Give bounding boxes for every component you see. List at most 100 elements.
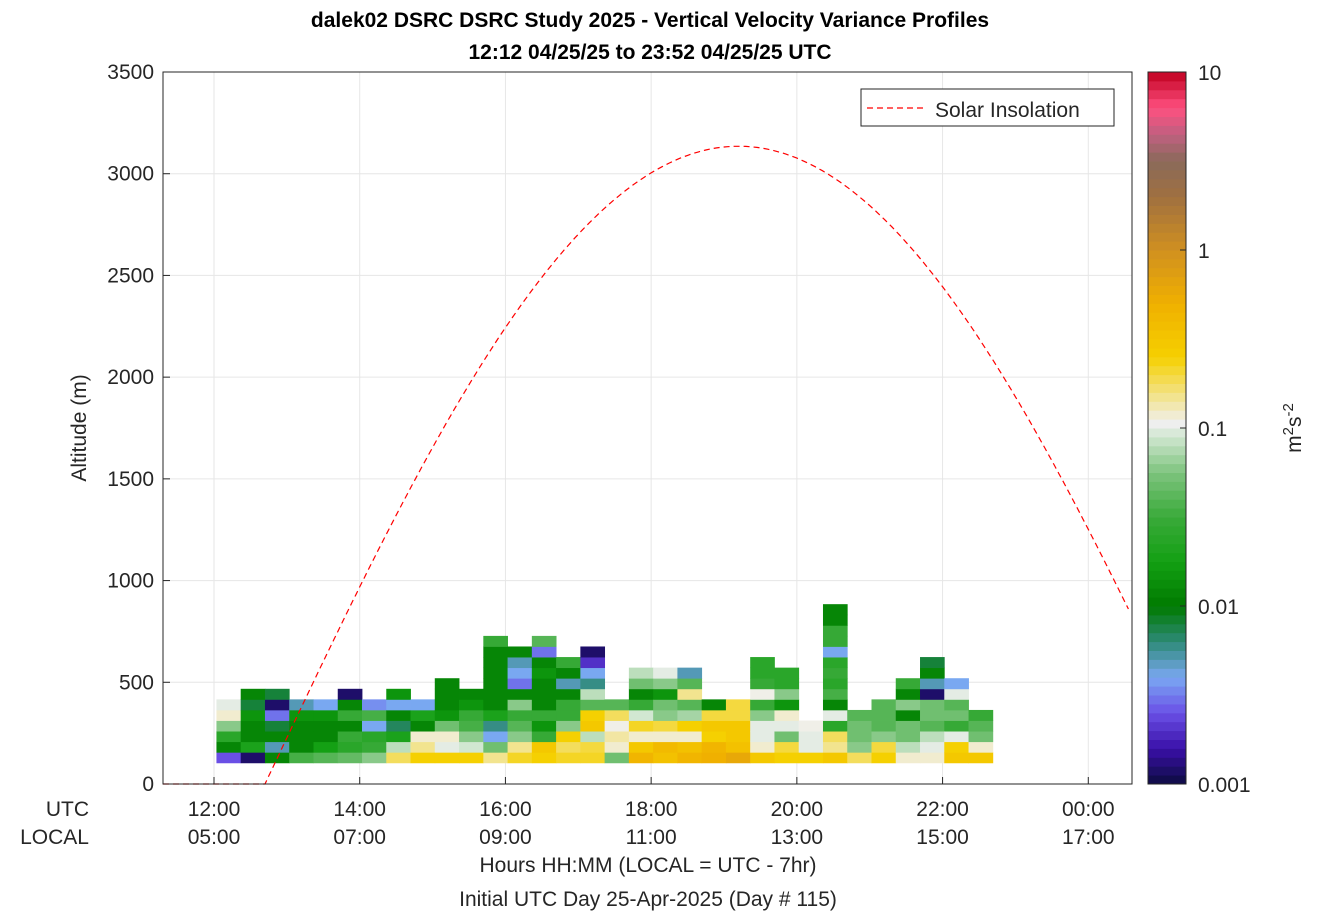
heatmap-cell (483, 752, 508, 764)
heatmap-cell (847, 741, 872, 753)
heatmap-cell (434, 709, 460, 721)
heatmap-cell (798, 741, 824, 753)
heatmap-cell (337, 720, 363, 732)
colorbar-segment (1148, 214, 1186, 224)
heatmap-cell (313, 752, 339, 764)
heatmap-cell (434, 731, 460, 743)
heatmap-cell (386, 720, 411, 732)
heatmap-cell (677, 731, 703, 743)
heatmap-cell (531, 699, 557, 711)
heatmap-cell (240, 699, 266, 711)
heatmap-cell (507, 678, 533, 690)
heatmap-cell (459, 741, 484, 753)
utc-row-label: UTC (46, 798, 89, 821)
heatmap-cell (483, 667, 508, 679)
heatmap-cell (580, 752, 606, 764)
heatmap-cell (701, 741, 727, 753)
colorbar-segment (1148, 588, 1186, 598)
heatmap-cell (483, 657, 508, 669)
heatmap-cell (434, 720, 460, 732)
heatmap-cell (362, 720, 387, 732)
heatmap-cell (628, 667, 654, 679)
heatmap-cell (822, 635, 848, 647)
heatmap-cell (968, 731, 994, 743)
heatmap-cell (289, 731, 314, 743)
heatmap-cell (386, 709, 411, 721)
heatmap-cell (556, 731, 581, 743)
heatmap-cell (531, 657, 557, 669)
heatmap-cell (895, 688, 921, 700)
heatmap-cell (531, 635, 557, 647)
colorbar-segment (1148, 294, 1186, 304)
y-tick-label: 0 (142, 773, 154, 796)
colorbar-segment (1148, 454, 1186, 465)
heatmap-cell (240, 731, 266, 743)
colorbar-segment (1148, 775, 1186, 785)
colorbar-segment (1148, 686, 1186, 696)
heatmap-cell (410, 720, 436, 732)
heatmap-cell (216, 709, 242, 721)
heatmap-cell (677, 699, 703, 711)
x-axis-ticks: 12:00 05:00 14:00 07:00 16:00 09:00 18:00 11:00… (188, 777, 1115, 849)
heatmap-cell (483, 720, 508, 732)
heatmap-cell (483, 741, 508, 753)
heatmap-cell (580, 657, 606, 669)
legend-box (860, 88, 1115, 127)
colorbar-segment (1148, 730, 1186, 740)
colorbar-segment (1148, 463, 1186, 473)
y-axis-label: Altitude (m) (68, 374, 91, 481)
heatmap-cell (507, 667, 533, 679)
heatmap-cell (507, 699, 533, 711)
colorbar-segment (1148, 161, 1186, 171)
heatmap-cell (386, 688, 411, 700)
heatmap-cell (920, 741, 945, 753)
heatmap-cell (944, 731, 969, 743)
heatmap-cell (750, 699, 775, 711)
heatmap-cell (774, 731, 800, 743)
heatmap-cell (750, 688, 775, 700)
heatmap-cell (313, 720, 339, 732)
heatmap-cell (871, 752, 897, 764)
heatmap-cell (580, 699, 606, 711)
heatmap-cell (944, 709, 969, 721)
heatmap-cell (750, 667, 775, 679)
heatmap-cell (628, 720, 654, 732)
heatmap-cell (580, 741, 606, 753)
heatmap-cell (507, 752, 533, 764)
heatmap-cell (920, 678, 945, 690)
colorbar-segment (1148, 570, 1186, 580)
heatmap-cell (556, 709, 581, 721)
heatmap-cell (653, 752, 678, 764)
heatmap-cell (750, 657, 775, 669)
heatmap-cell (920, 720, 945, 732)
colorbar-tick-label: 1 (1198, 240, 1210, 263)
heatmap-cell (920, 731, 945, 743)
heatmap-cell (944, 678, 969, 690)
heatmap-cell (653, 699, 678, 711)
colorbar-segment (1148, 134, 1186, 144)
x-tick-label-local: 17:00 (1062, 826, 1115, 849)
colorbar-segment (1148, 98, 1186, 109)
heatmap-cell (822, 741, 848, 753)
legend: Solar Insolation (860, 88, 1115, 127)
heatmap-cell (701, 731, 727, 743)
chart-title-line2: 12:12 04/25/25 to 23:52 04/25/25 UTC (468, 41, 832, 64)
heatmap-cell (337, 688, 363, 700)
heatmap-cell (337, 731, 363, 743)
heatmap-cell (507, 657, 533, 669)
x-tick-label-local: 15:00 (916, 826, 969, 849)
colorbar-segment (1148, 650, 1186, 660)
heatmap-cell (653, 709, 678, 721)
x-tick-label-local: 09:00 (479, 826, 532, 849)
heatmap-cell (677, 688, 703, 700)
colorbar-segment (1148, 766, 1186, 776)
local-row-label: LOCAL (20, 826, 89, 849)
heatmap-cell (531, 667, 557, 679)
heatmap-cell (556, 688, 581, 700)
heatmap-cell (337, 741, 363, 753)
heatmap-cell (920, 752, 945, 764)
colorbar-segment (1148, 561, 1186, 571)
heatmap-cell (410, 731, 436, 743)
heatmap-cell (822, 731, 848, 743)
